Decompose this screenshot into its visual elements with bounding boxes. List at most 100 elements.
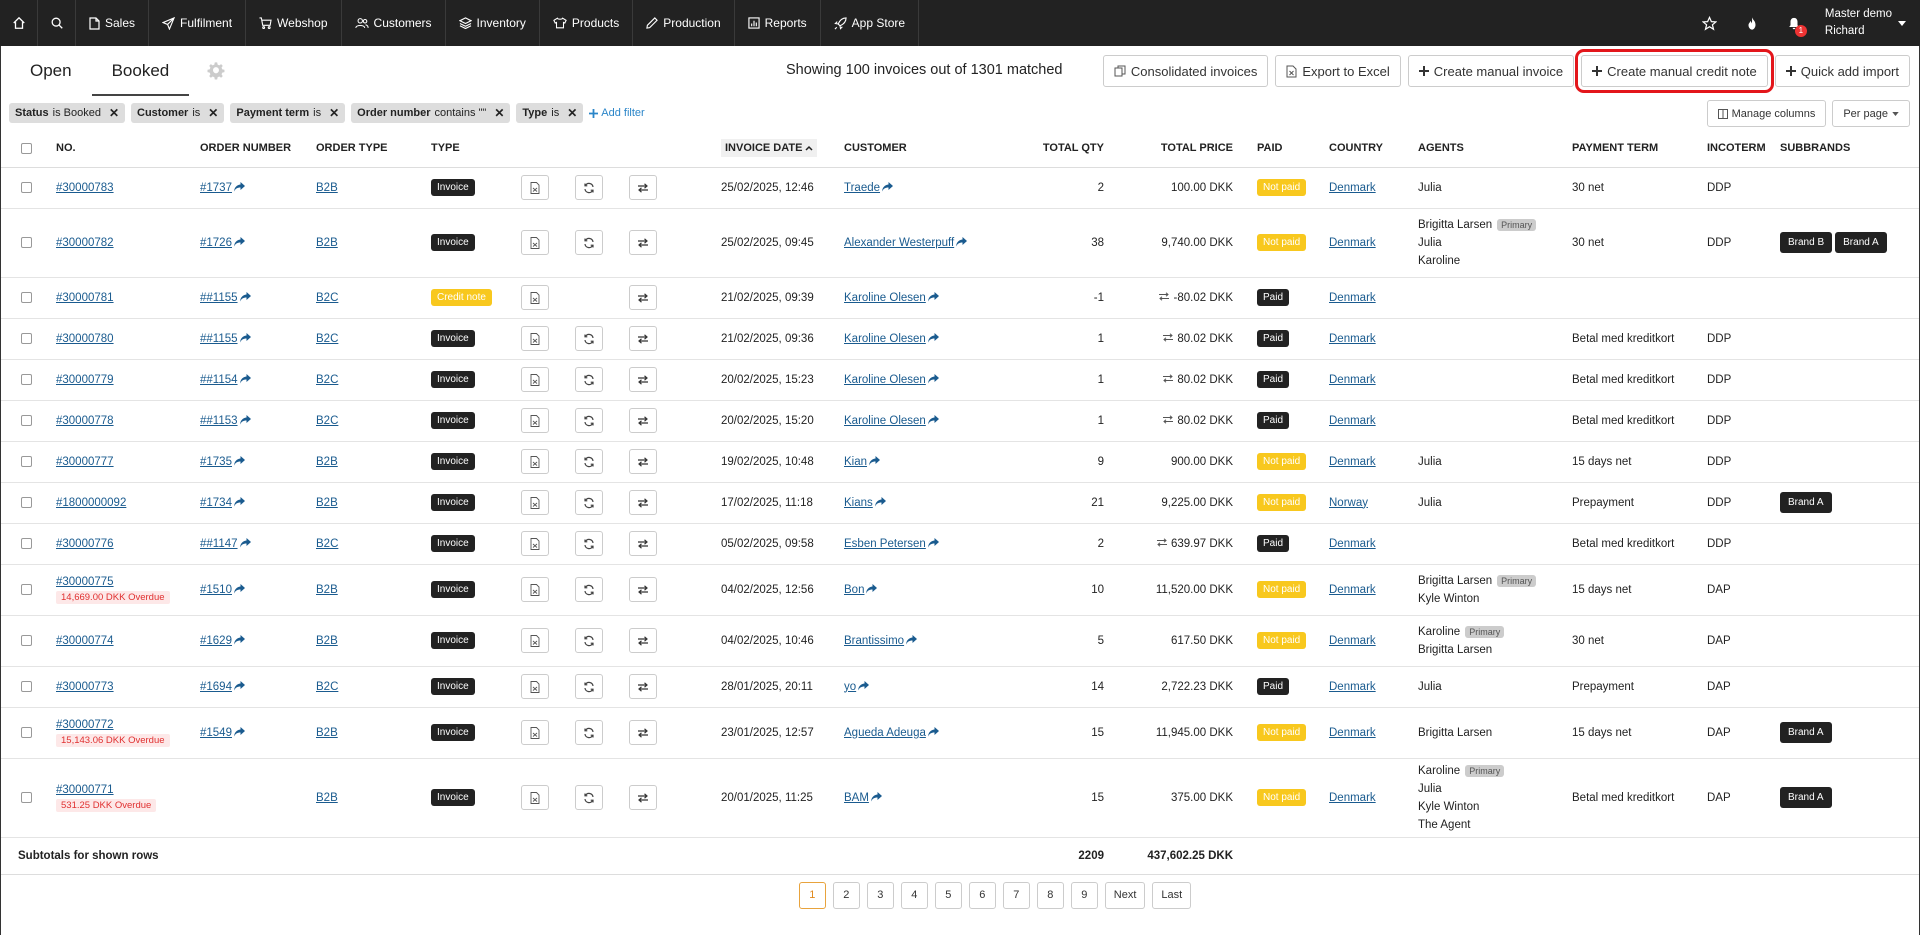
customer-link[interactable]: Brantissimo — [844, 634, 905, 647]
invoice-number-link[interactable]: #30000780 — [56, 332, 114, 345]
country-link[interactable]: Denmark — [1329, 181, 1376, 194]
manage-columns-button[interactable]: Manage columns — [1706, 100, 1827, 127]
order-number-link[interactable]: ##1154 — [200, 373, 238, 386]
subbrand-badge[interactable]: Brand A — [1780, 492, 1832, 513]
download-pdf-button[interactable] — [521, 720, 549, 745]
customer-link[interactable]: Karoline Olesen — [844, 414, 926, 427]
transfer-button[interactable] — [629, 230, 657, 255]
page-9-button[interactable]: 9 — [1070, 881, 1098, 909]
sync-button[interactable] — [575, 785, 603, 810]
sync-button[interactable] — [575, 577, 603, 602]
remove-filter-icon[interactable]: ✕ — [208, 106, 219, 120]
invoice-number-link[interactable]: #30000777 — [56, 455, 114, 468]
nav-fulfilment[interactable]: Fulfilment — [149, 0, 247, 46]
sync-button[interactable] — [575, 367, 603, 392]
order-type-link[interactable]: B2C — [316, 537, 339, 550]
order-type-link[interactable]: B2B — [316, 634, 338, 647]
invoice-number-link[interactable]: #30000774 — [56, 634, 114, 647]
country-link[interactable]: Denmark — [1329, 373, 1376, 386]
subbrand-badge[interactable]: Brand B — [1780, 232, 1833, 253]
home-button[interactable] — [0, 0, 38, 46]
download-pdf-button[interactable] — [521, 175, 549, 200]
sync-button[interactable] — [575, 326, 603, 351]
country-link[interactable]: Denmark — [1329, 236, 1376, 249]
row-checkbox[interactable] — [21, 791, 32, 803]
order-type-link[interactable]: B2C — [316, 414, 339, 427]
download-pdf-button[interactable] — [521, 785, 549, 810]
invoice-number-link[interactable]: #30000778 — [56, 414, 114, 427]
order-type-link[interactable]: B2C — [316, 332, 339, 345]
sync-button[interactable] — [575, 490, 603, 515]
download-pdf-button[interactable] — [521, 326, 549, 351]
user-menu[interactable]: Master demo Richard — [1815, 6, 1920, 40]
order-type-link[interactable]: B2C — [316, 291, 339, 304]
sync-button[interactable] — [575, 408, 603, 433]
filter-chip-payment-term[interactable]: Payment term is ✕ — [230, 103, 346, 123]
subbrand-badge[interactable]: Brand A — [1780, 722, 1832, 743]
col-customer[interactable]: CUSTOMER — [840, 130, 1014, 168]
transfer-button[interactable] — [629, 367, 657, 392]
customer-link[interactable]: Kians — [844, 496, 873, 509]
page-8-button[interactable]: 8 — [1036, 881, 1064, 909]
order-number-link[interactable]: ##1155 — [200, 332, 238, 345]
page-2-button[interactable]: 2 — [832, 881, 860, 909]
remove-filter-icon[interactable]: ✕ — [108, 106, 119, 120]
invoice-number-link[interactable]: #30000776 — [56, 537, 114, 550]
row-checkbox[interactable] — [21, 332, 32, 344]
order-type-link[interactable]: B2B — [316, 791, 338, 804]
order-type-link[interactable]: B2C — [316, 373, 339, 386]
order-type-link[interactable]: B2B — [316, 236, 338, 249]
nav-sales[interactable]: Sales — [76, 0, 150, 46]
col-total-price[interactable]: TOTAL PRICE — [1108, 130, 1237, 168]
invoice-number-link[interactable]: #30000783 — [56, 181, 114, 194]
row-checkbox[interactable] — [21, 726, 32, 738]
sync-button[interactable] — [575, 531, 603, 556]
country-link[interactable]: Denmark — [1329, 332, 1376, 345]
per-page-dropdown[interactable]: Per page — [1832, 100, 1910, 127]
download-pdf-button[interactable] — [521, 230, 549, 255]
transfer-button[interactable] — [629, 285, 657, 310]
sync-button[interactable] — [575, 628, 603, 653]
filter-chip-order-number[interactable]: Order number contains "" ✕ — [351, 103, 511, 123]
page-6-button[interactable]: 6 — [968, 881, 996, 909]
remove-filter-icon[interactable]: ✕ — [329, 106, 340, 120]
order-type-link[interactable]: B2B — [316, 496, 338, 509]
remove-filter-icon[interactable]: ✕ — [494, 106, 505, 120]
col-country[interactable]: COUNTRY — [1315, 130, 1405, 168]
row-checkbox[interactable] — [21, 455, 32, 467]
download-pdf-button[interactable] — [521, 531, 549, 556]
customer-link[interactable]: Traede — [844, 181, 881, 194]
activity-button[interactable] — [1731, 16, 1773, 31]
invoice-number-link[interactable]: #30000779 — [56, 373, 114, 386]
page-7-button[interactable]: 7 — [1002, 881, 1030, 909]
customer-link[interactable]: Kian — [844, 455, 868, 468]
nav-products[interactable]: Products — [540, 0, 634, 46]
country-link[interactable]: Denmark — [1329, 583, 1376, 596]
subbrand-badge[interactable]: Brand A — [1780, 787, 1832, 808]
tab-open[interactable]: Open — [30, 61, 72, 80]
download-pdf-button[interactable] — [521, 490, 549, 515]
invoice-number-link[interactable]: #30000772 — [56, 718, 114, 731]
page-1-button[interactable]: 1 — [798, 881, 826, 909]
order-type-link[interactable]: B2C — [316, 680, 339, 693]
order-number-link[interactable]: #1510 — [200, 583, 232, 596]
search-button[interactable] — [38, 0, 76, 46]
invoice-number-link[interactable]: #30000771 — [56, 783, 114, 796]
filter-chip-type[interactable]: Type is ✕ — [516, 103, 584, 123]
order-number-link[interactable]: ##1155 — [200, 291, 238, 304]
nav-webshop[interactable]: Webshop — [246, 0, 342, 46]
last-page-button[interactable]: Last — [1152, 881, 1192, 909]
col-order-type[interactable]: ORDER TYPE — [312, 130, 427, 168]
order-number-link[interactable]: #1549 — [200, 726, 232, 739]
create-manual-invoice-button[interactable]: Create manual invoice — [1407, 55, 1575, 87]
row-checkbox[interactable] — [21, 537, 32, 549]
row-checkbox[interactable] — [21, 181, 32, 193]
transfer-button[interactable] — [629, 175, 657, 200]
consolidated-invoices-button[interactable]: Consolidated invoices — [1102, 55, 1269, 87]
row-checkbox[interactable] — [21, 583, 32, 595]
order-number-link[interactable]: #1726 — [200, 236, 232, 249]
col-invoice-date[interactable]: INVOICE DATE — [717, 130, 840, 168]
nav-production[interactable]: Production — [633, 0, 735, 46]
nav-inventory[interactable]: Inventory — [446, 0, 540, 46]
row-checkbox[interactable] — [21, 680, 32, 692]
